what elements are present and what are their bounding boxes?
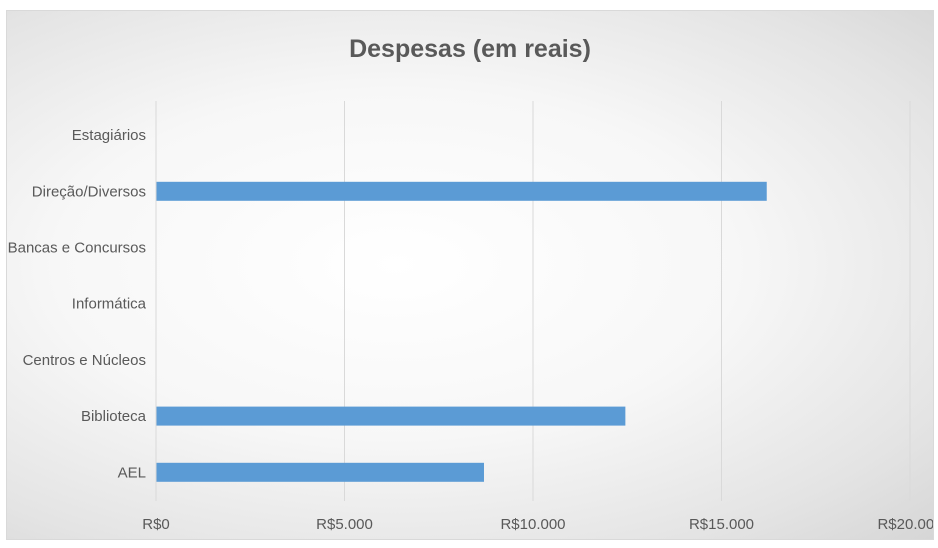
chart-title: Despesas (em reais) — [349, 35, 591, 63]
category-label: Bancas e Concursos — [8, 240, 146, 257]
x-tick-label: R$20.000 — [877, 516, 934, 533]
category-label: AEL — [118, 464, 146, 481]
bar — [156, 181, 767, 201]
x-tick-label: R$5.000 — [316, 516, 373, 533]
x-tick-label: R$15.000 — [689, 516, 754, 533]
x-tick-label: R$10.000 — [500, 516, 565, 533]
x-tick-label: R$0 — [142, 516, 170, 533]
bar — [156, 406, 626, 426]
bar — [156, 462, 484, 482]
chart-plot: R$0 R$5.000 R$10.000 R$15.000 R$20.000 Estagi… — [8, 101, 934, 533]
chart-frame: Despesas (em reais) R$0 R$5.000 R$10.000 R$… — [6, 10, 934, 540]
category-label: Estagiários — [72, 127, 146, 144]
category-label: Direção/Diversos — [32, 183, 146, 200]
category-label: Biblioteca — [81, 408, 147, 425]
category-label: Centros e Núcleos — [23, 352, 146, 369]
category-label: Informática — [72, 296, 147, 313]
